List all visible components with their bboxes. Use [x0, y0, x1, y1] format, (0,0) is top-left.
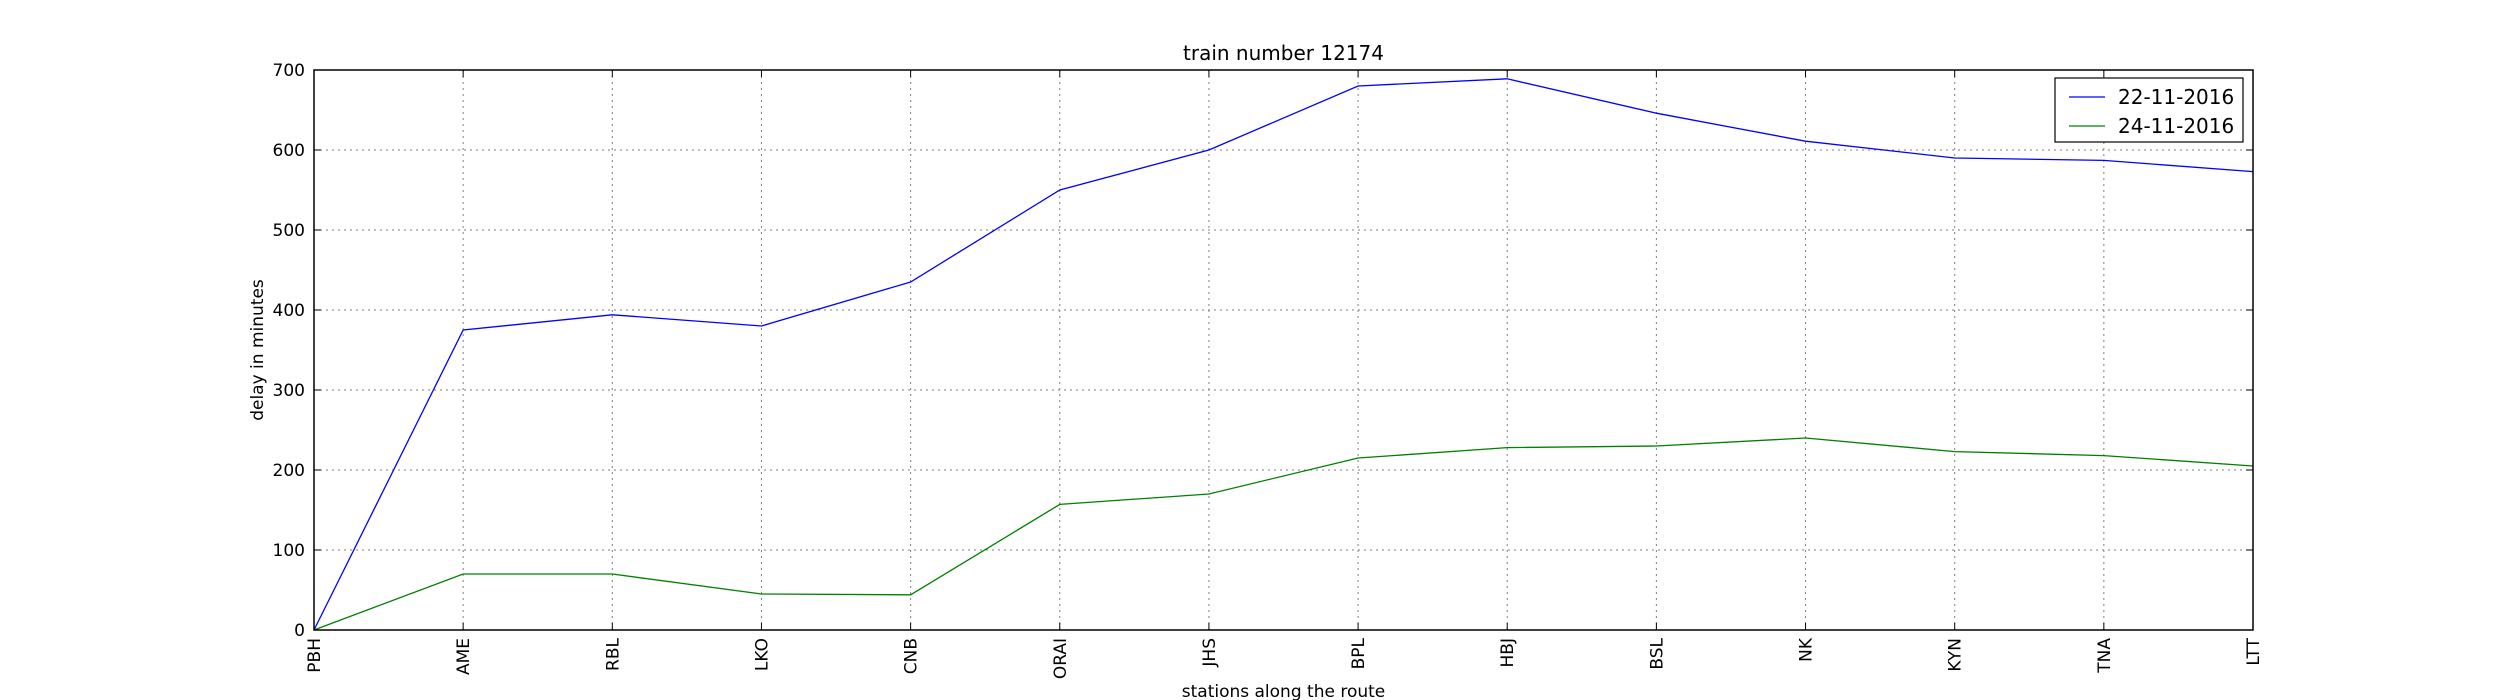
y-tick-label: 200	[273, 461, 305, 481]
legend: 22-11-2016 24-11-2016	[2054, 77, 2244, 143]
legend-label: 24-11-2016	[2118, 114, 2234, 138]
x-tick-label: CNB	[902, 638, 922, 674]
x-tick-label: TNA	[2095, 638, 2115, 674]
y-axis-label: delay in minutes	[248, 279, 268, 421]
x-tick-label: KYN	[1946, 638, 1966, 672]
series-line-2	[313, 437, 2254, 631]
x-tick-label: ORAI	[1051, 638, 1071, 679]
y-tick-label: 0	[294, 621, 305, 641]
series-layer	[313, 78, 2254, 631]
y-tick-label: 700	[273, 61, 305, 81]
chart-title: train number 12174	[1183, 41, 1384, 65]
y-tick-label: 100	[273, 541, 305, 561]
x-tick-label: LKO	[752, 638, 772, 671]
x-axis-label: stations along the route	[1182, 682, 1386, 700]
x-tick-label: BPL	[1349, 637, 1369, 669]
x-tick-label: BSL	[1647, 637, 1667, 669]
x-tick-label: PBH	[305, 638, 325, 673]
y-tick-label: 300	[273, 381, 305, 401]
x-tick-label: AME	[454, 638, 474, 675]
x-tick-label: LTT	[2244, 637, 2264, 665]
x-tick-label: HBJ	[1498, 638, 1518, 667]
grid	[313, 69, 2254, 631]
y-tick-label: 400	[273, 301, 305, 321]
series-line-1	[313, 78, 2254, 631]
plot-frame	[313, 69, 2254, 631]
x-tick-label: RBL	[603, 637, 623, 670]
x-tick-label: NK	[1797, 637, 1817, 662]
legend-box	[2054, 77, 2244, 143]
x-tick-label: JHS	[1200, 638, 1220, 668]
y-tick-label: 600	[273, 141, 305, 161]
y-tick-label: 500	[273, 221, 305, 241]
legend-label: 22-11-2016	[2118, 85, 2234, 109]
ticks: PBH AME RBL LKO CNB ORAI JHS BPL HBJ BSL NK KYN TNA L…	[273, 61, 2264, 679]
